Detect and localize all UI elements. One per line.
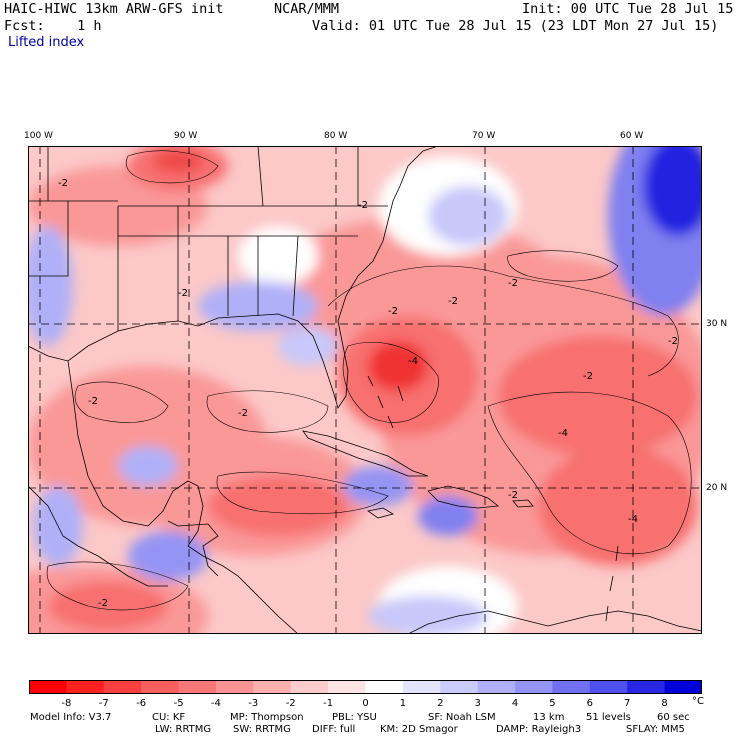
longwave-scheme: LW: RRTMG xyxy=(155,724,212,735)
colorbar-swatch xyxy=(328,680,366,694)
resolution: 13 km xyxy=(533,712,565,723)
colorbar-swatch xyxy=(440,680,479,694)
colorbar-tick-label: -8 xyxy=(61,698,72,709)
colorbar-tick-label: -4 xyxy=(210,698,221,709)
colorbar-tick-label: 7 xyxy=(624,698,631,709)
colorbar-border xyxy=(29,680,702,694)
timestep: 60 sec xyxy=(657,712,690,723)
map-canvas: -2 -2 -2 -2 -4 -2 -2 -4 -4 -2 -2 -2 -2 -… xyxy=(0,116,718,666)
colorbar-tick-label: 2 xyxy=(437,698,444,709)
colorbar-tick-label: -1 xyxy=(323,698,334,709)
contour-label: -2 xyxy=(448,296,458,307)
km-scheme: KM: 2D Smagor xyxy=(380,724,458,735)
lat-label-30n: 30 N xyxy=(706,319,728,329)
vertical-levels: 51 levels xyxy=(586,712,631,723)
colorbar-tick-label: -3 xyxy=(248,698,259,709)
colorbar-tick-label: -6 xyxy=(136,698,147,709)
colorbar-swatch xyxy=(477,680,516,694)
colorbar-swatch xyxy=(215,680,254,694)
colorbar-swatch xyxy=(627,680,666,694)
colorbar-swatch xyxy=(178,680,217,694)
colorbar-tick-label: -5 xyxy=(173,698,184,709)
cumulus-scheme: CU: KF xyxy=(152,712,186,723)
contour-label: -2 xyxy=(668,336,678,347)
lifted-index-map: -2 -2 -2 -2 -4 -2 -2 -4 -4 -2 -2 -2 -2 -… xyxy=(0,116,718,666)
colorbar-swatch xyxy=(664,680,702,694)
contour-label: -2 xyxy=(98,598,108,609)
lat-label-20n: 20 N xyxy=(706,483,728,493)
shortwave-scheme: SW: RRTMG xyxy=(233,724,291,735)
field-name: Lifted index xyxy=(8,35,85,50)
contour-label: -2 xyxy=(388,306,398,317)
contour-label: -4 xyxy=(628,514,638,525)
colorbar-tick-label: -7 xyxy=(98,698,109,709)
colorbar-swatch xyxy=(253,680,292,694)
colorbar xyxy=(29,680,702,694)
lon-label-70w: 70 W xyxy=(472,131,496,141)
colorbar-swatch xyxy=(66,680,105,694)
contour-label: -4 xyxy=(408,356,418,367)
pbl-scheme: PBL: YSU xyxy=(332,712,377,723)
colorbar-swatch xyxy=(29,680,67,694)
forecast-hour: Fcst: 1 h xyxy=(4,18,102,34)
organization-label: NCAR/MMM xyxy=(274,1,340,17)
colorbar-swatch xyxy=(402,680,441,694)
diffusion: DIFF: full xyxy=(312,724,356,735)
model-title: HAIC-HIWC 13km ARW-GFS init xyxy=(4,1,224,17)
model-info: Model Info: V3.7 xyxy=(30,712,112,723)
colorbar-swatch xyxy=(103,680,142,694)
colorbar-tick-label: 3 xyxy=(474,698,481,709)
colorbar-tick-label: 0 xyxy=(362,698,369,709)
microphysics-scheme: MP: Thompson xyxy=(230,712,304,723)
lon-label-80w: 80 W xyxy=(324,131,348,141)
contour-label: -4 xyxy=(558,428,568,439)
colorbar-swatch xyxy=(290,680,329,694)
contour-label: -2 xyxy=(178,288,188,299)
surface-layer: SFLAY: MM5 xyxy=(626,724,685,735)
contour-label: -2 xyxy=(583,371,593,382)
contour-label: -2 xyxy=(508,490,518,501)
colorbar-tick-label: 5 xyxy=(549,698,556,709)
valid-time: Valid: 01 UTC Tue 28 Jul 15 (23 LDT Mon … xyxy=(312,18,719,34)
surface-scheme: SF: Noah LSM xyxy=(428,712,496,723)
colorbar-swatch xyxy=(515,680,553,694)
lon-label-60w: 60 W xyxy=(620,131,644,141)
contour-label-group: -2 -2 -2 -2 -4 -2 -2 -4 -4 -2 -2 -2 -2 -… xyxy=(58,178,678,609)
lon-label-100w: 100 W xyxy=(24,131,53,141)
colorbar-swatch xyxy=(365,680,404,694)
init-time: Init: 00 UTC Tue 28 Jul 15 xyxy=(522,1,734,17)
colorbar-swatch xyxy=(552,680,591,694)
colorbar-tick-label: 8 xyxy=(661,698,668,709)
colorbar-swatch xyxy=(589,680,628,694)
colorbar-tick-label: 1 xyxy=(399,698,407,709)
contour-label: -2 xyxy=(88,396,98,407)
lon-label-90w: 90 W xyxy=(174,131,198,141)
damping: DAMP: Rayleigh3 xyxy=(496,724,582,735)
colorbar-tick-label: 4 xyxy=(511,698,519,709)
contour-lines xyxy=(46,150,692,611)
colorbar-unit: °C xyxy=(692,696,704,707)
contour-label: -2 xyxy=(358,200,368,211)
colorbar-tick-label: 6 xyxy=(586,698,593,709)
map-frame xyxy=(28,146,702,634)
contour-label: -2 xyxy=(238,408,248,419)
graticule xyxy=(28,146,702,634)
contour-label: -2 xyxy=(58,178,68,189)
coastlines xyxy=(27,145,703,635)
colorbar-swatch xyxy=(141,680,180,694)
colorbar-tick-label: -2 xyxy=(285,698,296,709)
contour-label: -2 xyxy=(508,278,518,289)
